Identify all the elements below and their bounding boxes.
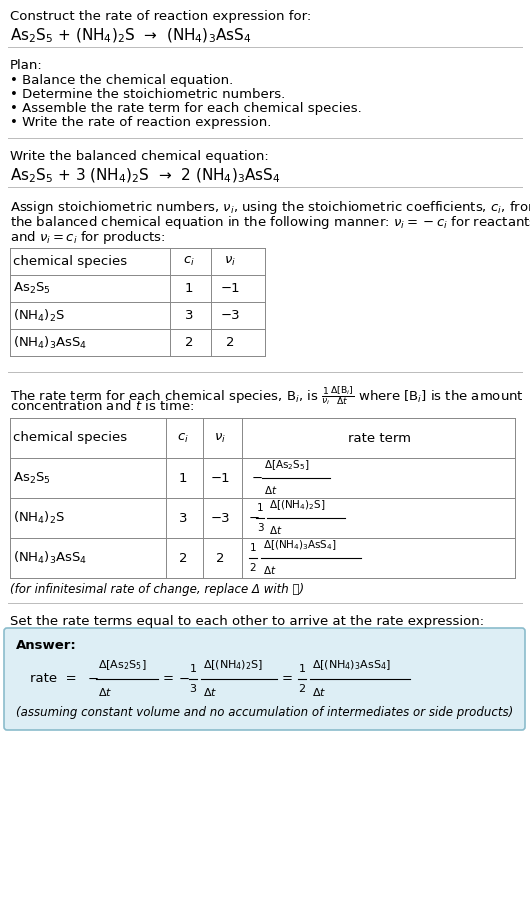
Text: $c_i$: $c_i$ [183, 255, 195, 268]
Text: 1: 1 [257, 503, 263, 513]
Text: $\Delta$[(NH$_4$)$_3$AsS$_4$]: $\Delta$[(NH$_4$)$_3$AsS$_4$] [312, 658, 391, 672]
Text: −: − [249, 511, 260, 524]
Text: the balanced chemical equation in the following manner: $\nu_i = -c_i$ for react: the balanced chemical equation in the fo… [10, 214, 530, 231]
Text: 2: 2 [226, 336, 234, 349]
Text: $\nu_i$: $\nu_i$ [224, 255, 236, 268]
Text: (NH$_4$)$_3$AsS$_4$: (NH$_4$)$_3$AsS$_4$ [13, 550, 87, 566]
Text: (NH$_4$)$_2$S: (NH$_4$)$_2$S [13, 510, 65, 526]
Text: • Determine the stoichiometric numbers.: • Determine the stoichiometric numbers. [10, 88, 285, 101]
Text: 1: 1 [185, 282, 193, 295]
Text: • Balance the chemical equation.: • Balance the chemical equation. [10, 74, 233, 87]
FancyBboxPatch shape [4, 628, 525, 730]
Text: 3: 3 [185, 309, 193, 322]
Text: As$_2$S$_5$ + 3 (NH$_4$)$_2$S  →  2 (NH$_4$)$_3$AsS$_4$: As$_2$S$_5$ + 3 (NH$_4$)$_2$S → 2 (NH$_4… [10, 167, 281, 186]
Text: Write the balanced chemical equation:: Write the balanced chemical equation: [10, 150, 269, 163]
Text: (NH$_4$)$_3$AsS$_4$: (NH$_4$)$_3$AsS$_4$ [13, 335, 87, 350]
Text: 3: 3 [190, 684, 197, 694]
Text: • Assemble the rate term for each chemical species.: • Assemble the rate term for each chemic… [10, 102, 362, 115]
Text: 2: 2 [179, 551, 187, 564]
Text: The rate term for each chemical species, B$_i$, is $\frac{1}{\nu_i}\frac{\Delta[: The rate term for each chemical species,… [10, 384, 524, 407]
Text: As$_2$S$_5$ + (NH$_4$)$_2$S  →  (NH$_4$)$_3$AsS$_4$: As$_2$S$_5$ + (NH$_4$)$_2$S → (NH$_4$)$_… [10, 27, 252, 46]
Text: −1: −1 [220, 282, 240, 295]
Text: 3: 3 [179, 511, 187, 524]
Text: $\Delta t$: $\Delta t$ [203, 686, 217, 698]
Text: Construct the rate of reaction expression for:: Construct the rate of reaction expressio… [10, 10, 311, 23]
Text: 3: 3 [257, 523, 263, 533]
Text: −3: −3 [220, 309, 240, 322]
Text: −: − [88, 672, 99, 685]
Text: rate  =: rate = [30, 672, 77, 685]
Text: 1: 1 [250, 543, 257, 553]
Text: $\Delta$[As$_2$S$_5$]: $\Delta$[As$_2$S$_5$] [98, 658, 147, 672]
Text: 2: 2 [250, 563, 257, 573]
Text: concentration and $t$ is time:: concentration and $t$ is time: [10, 399, 194, 413]
Text: −: − [252, 471, 263, 484]
Text: $\Delta t$: $\Delta t$ [312, 686, 326, 698]
Text: Set the rate terms equal to each other to arrive at the rate expression:: Set the rate terms equal to each other t… [10, 615, 484, 628]
Text: $\nu_i$: $\nu_i$ [214, 431, 226, 445]
Text: 1: 1 [190, 664, 197, 674]
Text: $\Delta t$: $\Delta t$ [263, 564, 277, 576]
Text: and $\nu_i = c_i$ for products:: and $\nu_i = c_i$ for products: [10, 229, 165, 246]
Text: $\Delta$[(NH$_4$)$_2$S]: $\Delta$[(NH$_4$)$_2$S] [269, 498, 325, 512]
Text: (assuming constant volume and no accumulation of intermediates or side products): (assuming constant volume and no accumul… [16, 706, 513, 719]
Text: 2: 2 [298, 684, 306, 694]
Text: chemical species: chemical species [13, 431, 127, 444]
Text: (NH$_4$)$_2$S: (NH$_4$)$_2$S [13, 308, 65, 324]
Text: −: − [179, 672, 190, 685]
Text: Assign stoichiometric numbers, $\nu_i$, using the stoichiometric coefficients, $: Assign stoichiometric numbers, $\nu_i$, … [10, 199, 530, 216]
Text: $\Delta$[(NH$_4$)$_3$AsS$_4$]: $\Delta$[(NH$_4$)$_3$AsS$_4$] [263, 538, 337, 552]
Text: −3: −3 [210, 511, 230, 524]
Text: −1: −1 [210, 471, 230, 484]
Text: 1: 1 [298, 664, 305, 674]
Text: 2: 2 [185, 336, 193, 349]
Text: $\Delta t$: $\Delta t$ [264, 484, 278, 496]
Text: • Write the rate of reaction expression.: • Write the rate of reaction expression. [10, 116, 271, 129]
Text: chemical species: chemical species [13, 255, 127, 268]
Text: As$_2$S$_5$: As$_2$S$_5$ [13, 470, 51, 486]
Text: 2: 2 [216, 551, 224, 564]
Text: rate term: rate term [348, 431, 411, 444]
Text: (for infinitesimal rate of change, replace Δ with 𝑑): (for infinitesimal rate of change, repla… [10, 583, 304, 596]
Text: Answer:: Answer: [16, 639, 77, 652]
Text: =: = [282, 672, 293, 685]
Text: As$_2$S$_5$: As$_2$S$_5$ [13, 281, 51, 296]
Text: $\Delta$[(NH$_4$)$_2$S]: $\Delta$[(NH$_4$)$_2$S] [203, 658, 263, 672]
Text: 1: 1 [179, 471, 187, 484]
Text: =: = [163, 672, 174, 685]
Text: Plan:: Plan: [10, 59, 43, 72]
Text: $\Delta t$: $\Delta t$ [98, 686, 112, 698]
Text: $\Delta$[As$_2$S$_5$]: $\Delta$[As$_2$S$_5$] [264, 459, 310, 472]
Text: $\Delta t$: $\Delta t$ [269, 524, 282, 536]
Text: $c_i$: $c_i$ [177, 431, 189, 445]
